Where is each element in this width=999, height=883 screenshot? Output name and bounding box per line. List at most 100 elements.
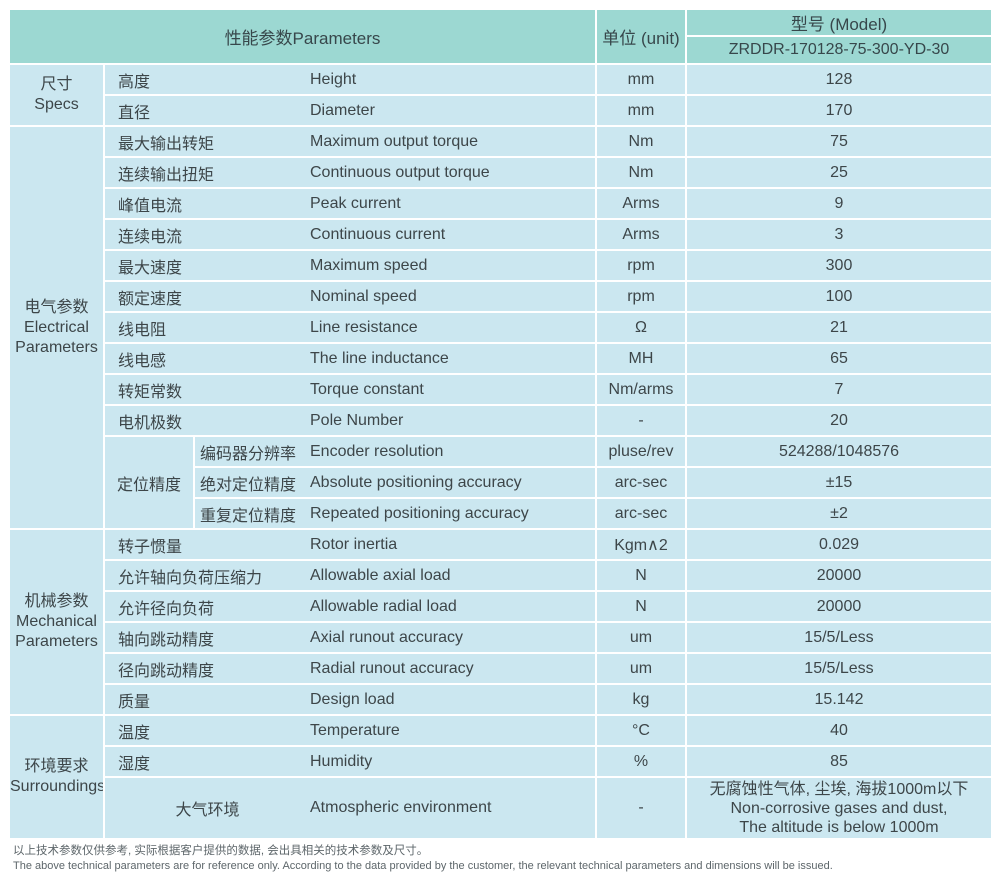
subgroup-cell: 定位精度 xyxy=(105,437,193,528)
table-row: 大气环境 Atmospheric environment - 无腐蚀性气体, 尘埃, … xyxy=(10,778,991,838)
unit-cell: - xyxy=(597,778,685,838)
unit-cell: Kgm∧2 xyxy=(597,530,685,559)
value-cell: 128 xyxy=(687,65,991,94)
table-row: 电机极数 Pole Number -20 xyxy=(10,406,991,435)
param-name-en: Repeated positioning accuracy xyxy=(310,504,529,522)
param-name-cell: 大气环境 Atmospheric environment xyxy=(105,778,595,838)
value-line: 无腐蚀性气体, 尘埃, 海拔1000m以下 xyxy=(709,780,969,798)
group-label-line: Surroundings xyxy=(10,778,103,795)
param-name-cell: 绝对定位精度 Absolute positioning accuracy xyxy=(195,468,595,497)
unit-cell: mm xyxy=(597,65,685,94)
param-name-cn: 质量 xyxy=(118,693,151,711)
table-row: 连续输出扭矩 Continuous output torque Nm 25 xyxy=(10,158,991,187)
table-row: 峰值电流 Peak current Arms 9 xyxy=(10,189,991,218)
param-name-en: The line inductance xyxy=(310,349,449,367)
group-cell: 尺寸 Specs xyxy=(10,65,103,125)
table-row: 线电感 The line inductance MH 65 xyxy=(10,344,991,373)
value-cell: 无腐蚀性气体, 尘埃, 海拔1000m以下 Non-corrosive gases… xyxy=(687,778,991,838)
param-name-cn: 转子惯量 xyxy=(118,538,183,556)
param-name-en: Encoder resolution xyxy=(310,442,444,460)
unit-cell: Arms xyxy=(597,189,685,218)
param-name-cn: 线电阻 xyxy=(118,321,167,339)
table-row: 定位精度 编码器分辨率 Encoder resolution pluse/rev 524… xyxy=(10,437,991,528)
table-row: 轴向跳动精度 Axial runout accuracy um 15/5/Less xyxy=(10,623,991,652)
footnote-cn: 以上技术参数仅供参考, 实际根据客户提供的数据, 会出具相关的技术参数及尺寸。 xyxy=(13,845,429,857)
group-label-line: Parameters xyxy=(15,338,98,356)
param-name-cell: 高度 Height xyxy=(105,65,595,94)
param-name-en: Allowable axial load xyxy=(310,566,451,584)
param-name-cell: 轴向跳动精度 Axial runout accuracy xyxy=(105,623,595,652)
param-name-en: Atmospheric environment xyxy=(310,799,492,817)
unit-cell: um xyxy=(597,654,685,683)
param-name-en: Continuous output torque xyxy=(310,163,490,181)
param-name-en: Pole Number xyxy=(310,411,404,429)
param-name-cn: 允许轴向负荷压缩力 xyxy=(118,569,263,587)
param-name-en: Maximum speed xyxy=(310,256,428,274)
value-cell: ±15 xyxy=(687,468,991,497)
param-name-en: Nominal speed xyxy=(310,287,417,305)
param-name-cell: 电机极数 Pole Number xyxy=(105,406,595,435)
table-row: 绝对定位精度 Absolute positioning accuracy arc-s… xyxy=(10,468,991,497)
param-name-cn: 编码器分辨率 xyxy=(200,445,297,463)
param-name-cell: 直径 Diameter xyxy=(105,96,595,125)
param-name-cn: 轴向跳动精度 xyxy=(118,631,215,649)
table-row: 电气参数 Electrical Parameters 最大输出转矩 Maximum ou… xyxy=(10,127,991,528)
param-name-cn: 绝对定位精度 xyxy=(200,476,297,494)
param-name-cn: 线电感 xyxy=(118,352,167,370)
param-name-en: Allowable radial load xyxy=(310,597,457,615)
param-name-cn: 大气环境 xyxy=(175,802,240,819)
table-row: 额定速度 Nominal speed rpm 100 xyxy=(10,282,991,311)
param-name-cell: 允许轴向负荷压缩力 Allowable axial load xyxy=(105,561,595,590)
table-row: 转矩常数 Torque constant Nm/arms 7 xyxy=(10,375,991,404)
param-name-cell: 编码器分辨率 Encoder resolution xyxy=(195,437,595,466)
value-cell: 524288/1048576 xyxy=(687,437,991,466)
unit-cell: arc-sec xyxy=(597,468,685,497)
param-name-cell: 额定速度 Nominal speed xyxy=(105,282,595,311)
param-name-cn: 温度 xyxy=(118,724,151,742)
table-row: 允许轴向负荷压缩力 Allowable axial load N 20000 xyxy=(10,561,991,590)
model-header: 型号 (Model) xyxy=(687,10,991,35)
param-name-en: Design load xyxy=(310,690,395,708)
unit-cell: Nm xyxy=(597,158,685,187)
param-name-cell: 连续电流 Continuous current xyxy=(105,220,595,249)
param-name-cell: 转矩常数 Torque constant xyxy=(105,375,595,404)
table-row: 直径 Diameter mm 170 xyxy=(10,96,991,125)
group-label-line: Mechanical xyxy=(16,613,97,630)
table-row: 最大速度 Maximum speed rpm 300 xyxy=(10,251,991,280)
table-row: 质量 Design load kg 15.142 xyxy=(10,685,991,714)
value-line: Non-corrosive gases and dust, xyxy=(730,799,948,817)
unit-cell: Nm xyxy=(597,127,685,156)
param-name-cell: 湿度 Humidity xyxy=(105,747,595,776)
unit-cell: um xyxy=(597,623,685,652)
table-row: 线电阻 Line resistance Ω 21 xyxy=(10,313,991,342)
param-name-en: Humidity xyxy=(310,752,373,770)
param-name-cn: 高度 xyxy=(118,73,151,91)
param-name-cell: 峰值电流 Peak current xyxy=(105,189,595,218)
param-name-en: Rotor inertia xyxy=(310,535,398,553)
value-cell: 21 xyxy=(687,313,991,342)
unit-cell: N xyxy=(597,592,685,621)
param-name-en: Radial runout accuracy xyxy=(310,659,474,677)
unit-cell: kg xyxy=(597,685,685,714)
table-row: 允许径向负荷 Allowable radial load N 20000 xyxy=(10,592,991,621)
param-name-cn: 允许径向负荷 xyxy=(118,600,215,618)
value-cell: 40 xyxy=(687,716,991,745)
value-cell: 15/5/Less xyxy=(687,654,991,683)
param-name-cell: 最大速度 Maximum speed xyxy=(105,251,595,280)
param-name-en: Axial runout accuracy xyxy=(310,628,463,646)
value-cell: 85 xyxy=(687,747,991,776)
unit-cell: Arms xyxy=(597,220,685,249)
param-name-cell: 线电感 The line inductance xyxy=(105,344,595,373)
param-name-cn: 转矩常数 xyxy=(118,383,183,401)
group-cell: 环境要求 Surroundings xyxy=(10,716,103,838)
table-row: 湿度 Humidity% 85 xyxy=(10,747,991,776)
unit-cell: pluse/rev xyxy=(597,437,685,466)
group-label-line: Parameters xyxy=(15,633,98,650)
param-name-cell: 连续输出扭矩 Continuous output torque xyxy=(105,158,595,187)
value-cell: 65 xyxy=(687,344,991,373)
unit-cell: mm xyxy=(597,96,685,125)
value-line: The altitude is below 1000m xyxy=(739,818,939,836)
value-cell: 15/5/Less xyxy=(687,623,991,652)
spec-table: 性能参数Parameters 单位 (unit) 型号 (Model) ZRDD… xyxy=(8,8,993,840)
param-name-cell: 重复定位精度 Repeated positioning accuracy xyxy=(195,499,595,528)
